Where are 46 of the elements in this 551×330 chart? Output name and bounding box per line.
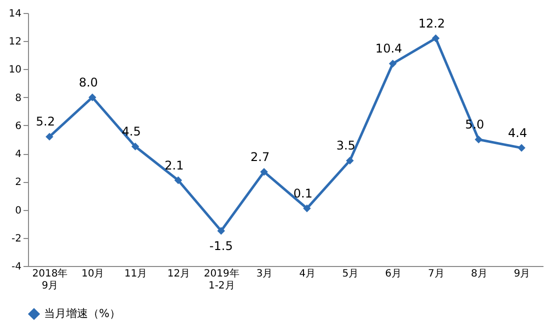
y-tick-label: 2	[15, 177, 22, 188]
x-tick-label: 4月	[299, 268, 316, 280]
data-label: -1.5	[209, 238, 233, 253]
x-tick-label: 5月	[342, 268, 359, 280]
x-tick-label: 9月	[514, 268, 530, 280]
point	[474, 136, 482, 144]
point	[260, 168, 268, 176]
point	[88, 93, 96, 102]
data-label: 2.1	[164, 158, 184, 172]
x-tick-label: 8月	[470, 268, 488, 280]
x-tick-label: 12月	[167, 268, 190, 280]
y-tick-label: 10	[8, 64, 22, 76]
point	[217, 226, 225, 235]
point	[174, 176, 182, 184]
y-tick-label: 4	[15, 149, 22, 160]
x-tick-label: 6月	[385, 268, 402, 280]
data-label: 12.2	[418, 16, 446, 30]
data-label: 4.5	[122, 124, 141, 139]
y-tick-label: 14	[8, 8, 22, 20]
legend-label: 当月增速（%）	[44, 307, 120, 320]
point	[303, 204, 311, 212]
data-label: 0.1	[293, 186, 313, 200]
data-label: 8.0	[78, 75, 98, 90]
point	[346, 156, 354, 164]
y-tick-label: -4	[12, 262, 22, 272]
y-tick-label: -2	[12, 233, 22, 244]
x-tick-label: 7月	[428, 268, 444, 280]
data-label: 3.5	[336, 138, 356, 153]
data-label: 2.7	[250, 150, 270, 164]
point	[432, 34, 440, 42]
x-tick-label: 2018年 9月	[32, 268, 68, 292]
point	[46, 132, 54, 141]
y-tick-label: 12	[8, 36, 22, 48]
x-tick-label: 3月	[256, 268, 273, 280]
x-tick-label: 11月	[124, 268, 148, 280]
point	[388, 60, 397, 68]
point	[518, 144, 526, 152]
x-tick-label: 2019年 1-2月	[204, 268, 240, 292]
data-label: 10.4	[375, 42, 402, 56]
y-tick-label: 0	[15, 205, 22, 216]
data-label: 4.4	[508, 126, 528, 140]
y-tick-label: 8	[15, 92, 22, 104]
x-tick-label: 10月	[82, 268, 104, 280]
data-label: 5.2	[36, 114, 56, 129]
point	[131, 142, 140, 150]
y-tick-label: 6	[15, 120, 22, 132]
